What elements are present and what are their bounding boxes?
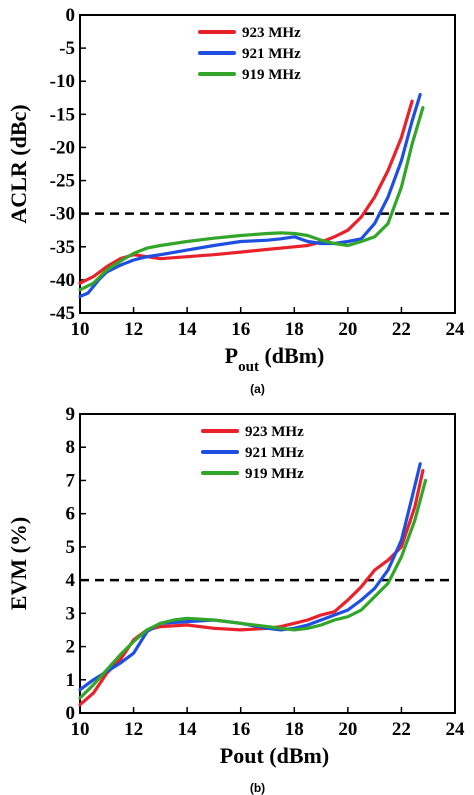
x-tick-label: 12	[124, 719, 143, 740]
x-tick-label: 20	[338, 719, 357, 740]
y-tick-label: -5	[59, 38, 75, 59]
y-tick-label: 5	[66, 537, 76, 558]
y-tick-label: -40	[50, 270, 75, 291]
x-tick-label: 14	[178, 719, 198, 740]
x-axis-label: Pout (dBm)	[220, 743, 329, 768]
x-tick-label: 18	[285, 319, 304, 340]
x-axis-label-subscript: out	[238, 359, 259, 375]
figure-caption: (a)	[250, 382, 265, 396]
y-axis-label: EVM (%)	[6, 517, 31, 610]
series-line-923-mhz	[78, 468, 425, 707]
y-tick-label: 2	[66, 637, 76, 658]
plot-frame	[79, 14, 456, 314]
x-tick-label: 24	[446, 719, 466, 740]
x-tick-label: 16	[231, 719, 250, 740]
y-tick-label: -15	[50, 104, 75, 125]
x-tick-label: 10	[71, 719, 90, 740]
y-tick-label: -35	[50, 237, 75, 258]
plot-frame	[79, 413, 456, 714]
y-tick-label: 1	[66, 670, 76, 691]
y-tick-label: 9	[66, 404, 76, 425]
series-line-919-mhz	[78, 478, 428, 700]
series-line-921-mhz	[78, 92, 422, 298]
figure-caption: (b)	[250, 781, 265, 795]
x-tick-label: 22	[392, 719, 411, 740]
x-tick-label: 10	[71, 319, 90, 340]
x-tick-label: 20	[338, 319, 357, 340]
y-tick-label: -25	[50, 171, 75, 192]
x-tick-label: 16	[231, 319, 250, 340]
y-tick-label: 0	[66, 5, 76, 26]
legend-label: 919 MHz	[242, 67, 301, 83]
y-tick-label: -30	[50, 204, 75, 225]
y-tick-label: 4	[66, 570, 76, 591]
legend-label: 923 MHz	[245, 424, 304, 440]
series-line-919-mhz	[78, 106, 425, 292]
y-tick-label: -20	[50, 137, 75, 158]
y-tick-label: 8	[66, 437, 76, 458]
legend-label: 921 MHz	[245, 445, 304, 461]
y-tick-label: 6	[66, 504, 76, 525]
x-tick-label: 24	[446, 319, 466, 340]
x-tick-label: 18	[285, 719, 304, 740]
x-axis-label: Pout (dBm)	[225, 343, 325, 375]
x-tick-label: 14	[178, 319, 198, 340]
y-tick-label: 7	[66, 470, 76, 491]
legend-label: 919 MHz	[245, 466, 304, 482]
y-tick-label: -10	[50, 71, 75, 92]
y-tick-label: 0	[66, 703, 76, 724]
x-tick-label: 12	[124, 319, 143, 340]
x-tick-label: 22	[392, 319, 411, 340]
y-tick-label: 3	[66, 603, 76, 624]
y-tick-label: -45	[50, 303, 75, 324]
chart-a: 10 12 14 16 18 20 22 24 0 -5 -10 -15 -20 -25 -30 -35 -40…	[6, 5, 465, 396]
legend-label: 923 MHz	[242, 25, 301, 41]
legend-label: 921 MHz	[242, 46, 301, 62]
y-axis-label: ACLR (dBc)	[6, 104, 31, 223]
x-axis-label-main: P	[225, 343, 238, 368]
x-axis-label-unit: (dBm)	[259, 343, 324, 368]
